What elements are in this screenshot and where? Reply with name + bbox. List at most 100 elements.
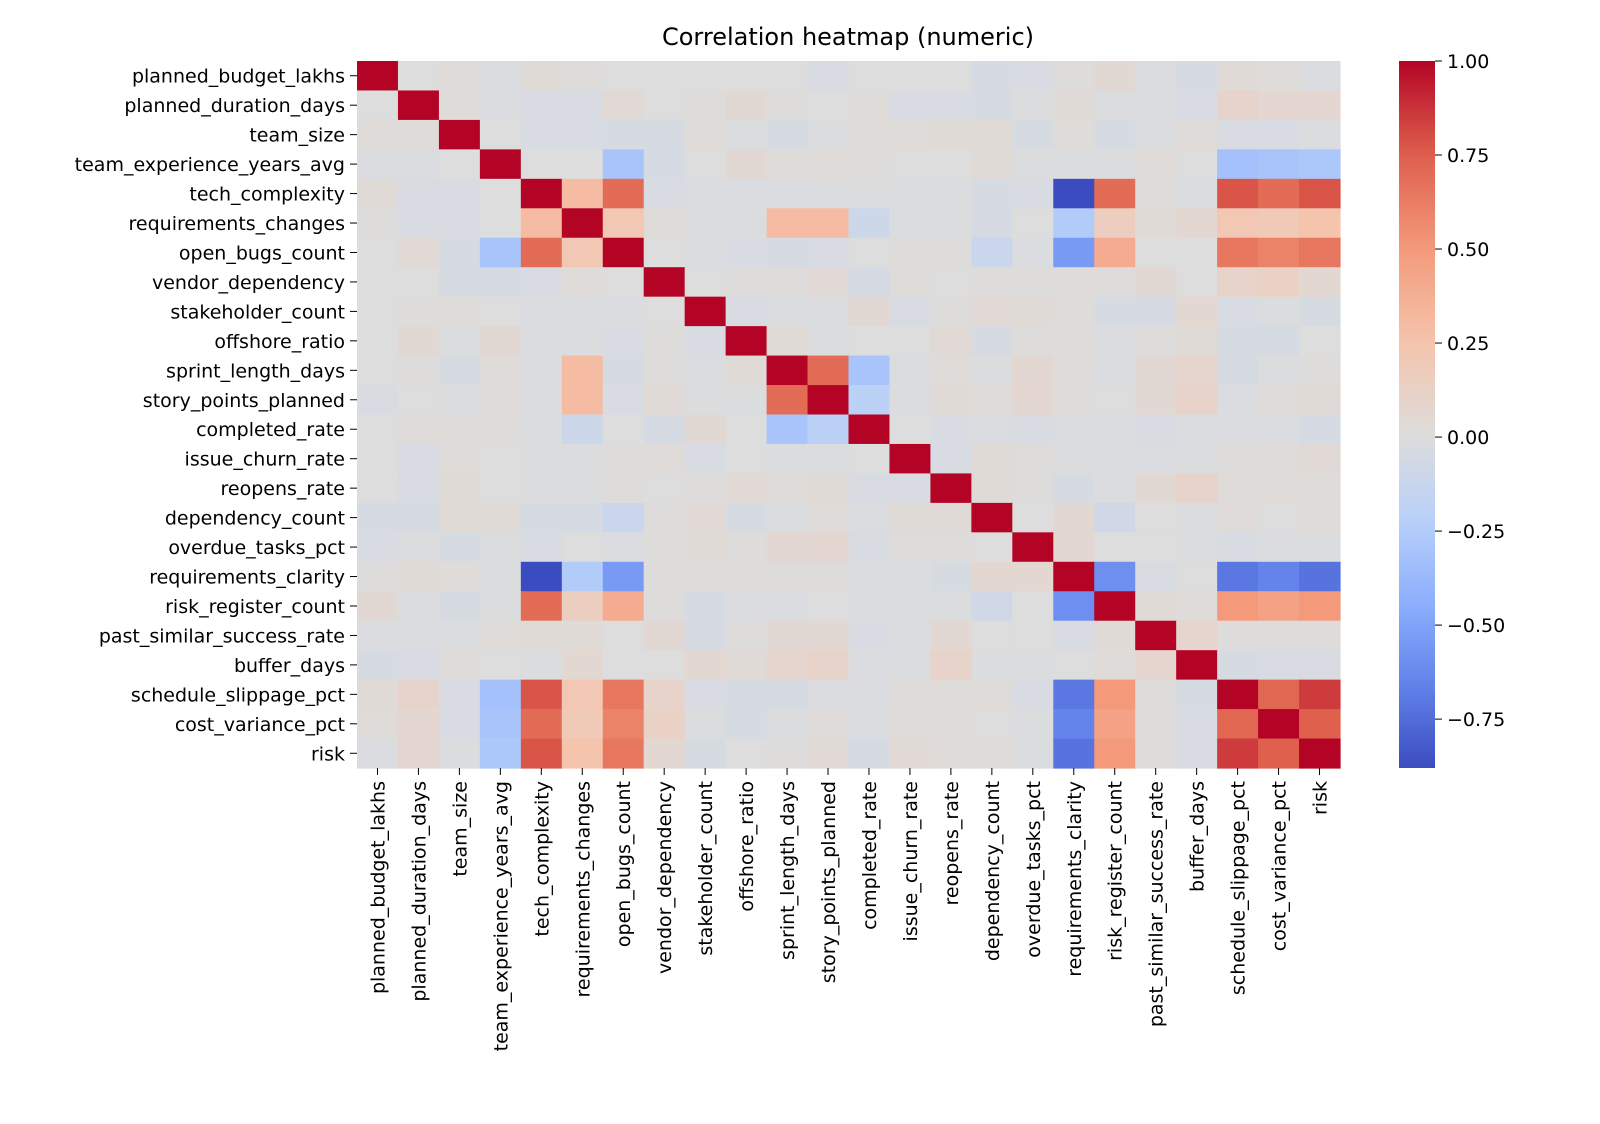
heatmap-cell-story_points_planned-schedule_slippage_pct: [1217, 385, 1259, 416]
heatmap-cell-requirements_clarity-risk: [1299, 561, 1341, 592]
heatmap-cell-cost_variance_pct-cost_variance_pct: [1258, 709, 1300, 740]
y-tick-label: stakeholder_count: [170, 301, 345, 323]
heatmap-cell-requirements_changes-team_experience_years_avg: [479, 208, 522, 239]
heatmap-cell-schedule_slippage_pct-cost_variance_pct: [1258, 679, 1300, 710]
y-tick-label: completed_rate: [196, 419, 345, 441]
heatmap-cell-issue_churn_rate-dependency_count: [971, 443, 1013, 475]
heatmap-cell-cost_variance_pct-risk: [1299, 709, 1341, 740]
y-tick-label: sprint_length_days: [166, 360, 345, 382]
heatmap-cell-risk_register_count-requirements_clarity: [1053, 591, 1095, 622]
heatmap-cell-vendor_dependency-overdue_tasks_pct: [1012, 267, 1054, 298]
heatmap-cell-cost_variance_pct-requirements_clarity: [1053, 709, 1095, 740]
heatmap-cell-risk-sprint_length_days: [766, 738, 809, 769]
heatmap-cell-requirements_clarity-dependency_count: [971, 561, 1013, 592]
heatmap-cell-requirements_clarity-team_size: [438, 561, 481, 592]
heatmap-cell-planned_budget_lakhs-stakeholder_count: [684, 61, 727, 92]
heatmap-cell-vendor_dependency-dependency_count: [971, 267, 1013, 298]
heatmap-cell-reopens_rate-overdue_tasks_pct: [1012, 473, 1054, 504]
heatmap-cell-overdue_tasks_pct-risk_register_count: [1094, 532, 1136, 563]
heatmap-cell-sprint_length_days-cost_variance_pct: [1258, 355, 1300, 386]
heatmap-cell-schedule_slippage_pct-overdue_tasks_pct: [1012, 679, 1054, 710]
heatmap-cell-requirements_clarity-cost_variance_pct: [1258, 561, 1300, 592]
heatmap-cell-risk_register_count-dependency_count: [971, 591, 1013, 622]
colorbar-tick-label: −0.50: [1447, 615, 1505, 637]
heatmap-cell-risk-risk: [1299, 738, 1341, 769]
heatmap-cell-offshore_ratio-open_bugs_count: [602, 326, 645, 357]
heatmap-cell-sprint_length_days-completed_rate: [848, 355, 891, 386]
heatmap-cell-stakeholder_count-risk_register_count: [1094, 296, 1136, 327]
heatmap-cell-cost_variance_pct-overdue_tasks_pct: [1012, 709, 1054, 740]
heatmap-cell-planned_duration_days-team_size: [438, 90, 481, 121]
heatmap-cell-risk_register_count-past_similar_success_rate: [1135, 591, 1177, 622]
heatmap-cell-story_points_planned-requirements_clarity: [1053, 385, 1095, 416]
heatmap-cell-overdue_tasks_pct-buffer_days: [1176, 532, 1218, 563]
heatmap-cell-schedule_slippage_pct-team_experience_years_avg: [479, 679, 522, 710]
heatmap-cell-risk-requirements_changes: [561, 738, 604, 769]
heatmap-cell-cost_variance_pct-risk_register_count: [1094, 709, 1136, 740]
heatmap-cell-dependency_count-offshore_ratio: [725, 502, 768, 533]
heatmap-cell-stakeholder_count-reopens_rate: [930, 296, 972, 327]
heatmap-cell-requirements_changes-requirements_clarity: [1053, 208, 1095, 239]
heatmap-cell-vendor_dependency-offshore_ratio: [725, 267, 768, 298]
heatmap-cell-offshore_ratio-team_experience_years_avg: [479, 326, 522, 357]
heatmap-cell-requirements_changes-sprint_length_days: [766, 208, 809, 239]
heatmap-cell-story_points_planned-stakeholder_count: [684, 385, 727, 416]
heatmap-cell-offshore_ratio-cost_variance_pct: [1258, 326, 1300, 357]
heatmap-cell-reopens_rate-offshore_ratio: [725, 473, 768, 504]
heatmap-cell-risk-dependency_count: [971, 738, 1013, 769]
heatmap-cell-schedule_slippage_pct-tech_complexity: [520, 679, 563, 710]
heatmap-cell-issue_churn_rate-stakeholder_count: [684, 443, 727, 475]
heatmap-cell-team_size-issue_churn_rate: [889, 119, 932, 150]
heatmap-cell-sprint_length_days-past_similar_success_rate: [1135, 355, 1177, 386]
heatmap-cell-requirements_changes-story_points_planned: [807, 208, 850, 239]
heatmap-cell-risk_register_count-stakeholder_count: [684, 591, 727, 622]
heatmap-cell-story_points_planned-completed_rate: [848, 385, 891, 416]
heatmap-cell-team_experience_years_avg-stakeholder_count: [684, 149, 727, 180]
heatmap-cell-story_points_planned-cost_variance_pct: [1258, 385, 1300, 416]
x-tick-label: completed_rate: [859, 781, 881, 930]
heatmap-cell-stakeholder_count-past_similar_success_rate: [1135, 296, 1177, 327]
heatmap-cell-tech_complexity-team_size: [438, 178, 481, 209]
heatmap-cell-offshore_ratio-tech_complexity: [520, 326, 563, 357]
heatmap-cell-open_bugs_count-offshore_ratio: [725, 237, 768, 268]
heatmap-cell-planned_duration_days-planned_duration_days: [397, 90, 440, 121]
heatmap-cell-dependency_count-completed_rate: [848, 502, 891, 533]
heatmap-cell-dependency_count-overdue_tasks_pct: [1012, 502, 1054, 533]
heatmap-cell-planned_budget_lakhs-risk: [1299, 61, 1341, 92]
heatmap-cell-vendor_dependency-schedule_slippage_pct: [1217, 267, 1259, 298]
heatmap-cell-requirements_changes-tech_complexity: [520, 208, 563, 239]
heatmap-cell-sprint_length_days-team_size: [438, 355, 481, 386]
heatmap-cell-past_similar_success_rate-team_experience_years_avg: [479, 620, 522, 651]
x-tick-label: offshore_ratio: [736, 781, 758, 912]
heatmap-cell-team_size-open_bugs_count: [602, 119, 645, 150]
heatmap-cell-dependency_count-sprint_length_days: [766, 502, 809, 533]
heatmap-cell-overdue_tasks_pct-reopens_rate: [930, 532, 972, 563]
heatmap-cell-dependency_count-buffer_days: [1176, 502, 1218, 533]
heatmap-cell-requirements_changes-dependency_count: [971, 208, 1013, 239]
heatmap-cell-open_bugs_count-requirements_clarity: [1053, 237, 1095, 268]
heatmap-cell-team_size-planned_duration_days: [397, 119, 440, 150]
heatmap-cell-vendor_dependency-story_points_planned: [807, 267, 850, 298]
heatmap-cell-team_size-schedule_slippage_pct: [1217, 119, 1259, 150]
heatmap-cell-vendor_dependency-stakeholder_count: [684, 267, 727, 298]
heatmap-cell-vendor_dependency-issue_churn_rate: [889, 267, 932, 298]
x-tick-label: reopens_rate: [941, 781, 963, 906]
x-tick-label: open_bugs_count: [613, 781, 635, 947]
heatmap-cell-open_bugs_count-issue_churn_rate: [889, 237, 932, 268]
heatmap-cell-buffer_days-planned_duration_days: [397, 650, 440, 681]
heatmap-cell-risk-completed_rate: [848, 738, 891, 769]
x-tick-label: cost_variance_pct: [1269, 781, 1291, 951]
heatmap-cell-team_experience_years_avg-sprint_length_days: [766, 149, 809, 180]
heatmap-cell-tech_complexity-issue_churn_rate: [889, 178, 932, 209]
heatmap-cell-team_experience_years_avg-open_bugs_count: [602, 149, 645, 180]
heatmap-cell-story_points_planned-dependency_count: [971, 385, 1013, 416]
heatmap-cell-dependency_count-team_size: [438, 502, 481, 533]
heatmap-cell-team_experience_years_avg-story_points_planned: [807, 149, 850, 180]
heatmap-cell-issue_churn_rate-story_points_planned: [807, 443, 850, 475]
heatmap-cell-planned_duration_days-schedule_slippage_pct: [1217, 90, 1259, 121]
heatmap-cell-risk-overdue_tasks_pct: [1012, 738, 1054, 769]
heatmap-cell-story_points_planned-vendor_dependency: [643, 385, 686, 416]
heatmap-cell-vendor_dependency-requirements_clarity: [1053, 267, 1095, 298]
heatmap-cell-dependency_count-risk: [1299, 502, 1341, 533]
heatmap-cell-stakeholder_count-story_points_planned: [807, 296, 850, 327]
